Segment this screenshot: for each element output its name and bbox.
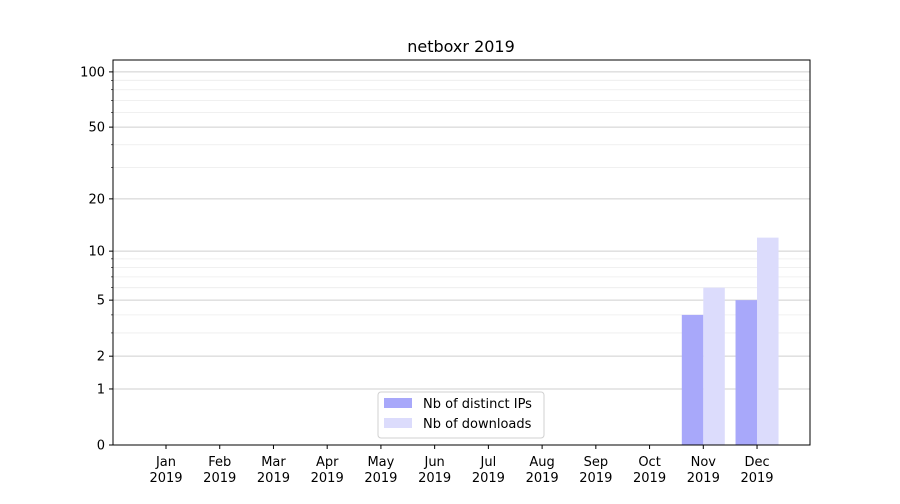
legend-label: Nb of distinct IPs — [423, 397, 532, 412]
bar-downloads — [703, 287, 725, 445]
y-axis: 0 1 2 5 10 20 50 100 — [80, 65, 113, 454]
x-tick-label: Dec — [744, 455, 769, 470]
x-tick-label: Apr — [316, 455, 339, 470]
legend: Nb of distinct IPs Nb of downloads — [377, 391, 545, 439]
plot-frame — [112, 59, 811, 446]
x-tick-label: Sep — [584, 455, 609, 470]
x-tick-label: 2019 — [203, 471, 236, 486]
x-tick-label: 2019 — [472, 471, 505, 486]
x-tick-label: Jun — [423, 455, 444, 470]
x-tick-label: May — [367, 455, 394, 470]
x-tick-label: 2019 — [687, 471, 720, 486]
x-tick-label: Oct — [638, 455, 660, 470]
x-tick-label: Aug — [529, 455, 554, 470]
x-tick-label: 2019 — [526, 471, 559, 486]
x-tick-label: 2019 — [579, 471, 612, 486]
y-tick-label: 1 — [97, 382, 105, 397]
x-tick-label: Mar — [261, 455, 286, 470]
x-tick-label: 2019 — [149, 471, 182, 486]
bar-distinct-ips — [681, 314, 704, 445]
y-tick-label: 5 — [97, 294, 105, 309]
bar-distinct-ips — [735, 300, 758, 445]
bar-downloads — [757, 237, 779, 445]
y-tick-label: 50 — [88, 121, 105, 136]
x-tick-label: Feb — [208, 455, 231, 470]
x-tick-label: Jan — [155, 455, 176, 470]
x-tick-label: 2019 — [418, 471, 451, 486]
y-tick-label: 2 — [97, 350, 105, 365]
x-tick-label: Nov — [691, 455, 717, 470]
x-tick-label: 2019 — [633, 471, 666, 486]
x-tick-label: Jul — [480, 455, 497, 470]
legend-label: Nb of downloads — [423, 417, 532, 432]
legend-box — [377, 391, 545, 439]
x-tick-label: 2019 — [311, 471, 344, 486]
legend-swatch — [384, 418, 412, 428]
y-tick-label: 10 — [88, 245, 105, 260]
y-tick-label: 0 — [97, 439, 105, 454]
bars — [681, 237, 779, 445]
legend-swatch — [384, 398, 412, 408]
x-axis: Jan2019Feb2019Mar2019Apr2019May2019Jun20… — [149, 445, 774, 486]
y-tick-label: 20 — [88, 192, 105, 207]
y-tick-label: 100 — [80, 65, 105, 80]
x-tick-label: 2019 — [364, 471, 397, 486]
chart-title: netboxr 2019 — [407, 37, 515, 56]
x-tick-label: 2019 — [257, 471, 290, 486]
x-tick-label: 2019 — [740, 471, 773, 486]
